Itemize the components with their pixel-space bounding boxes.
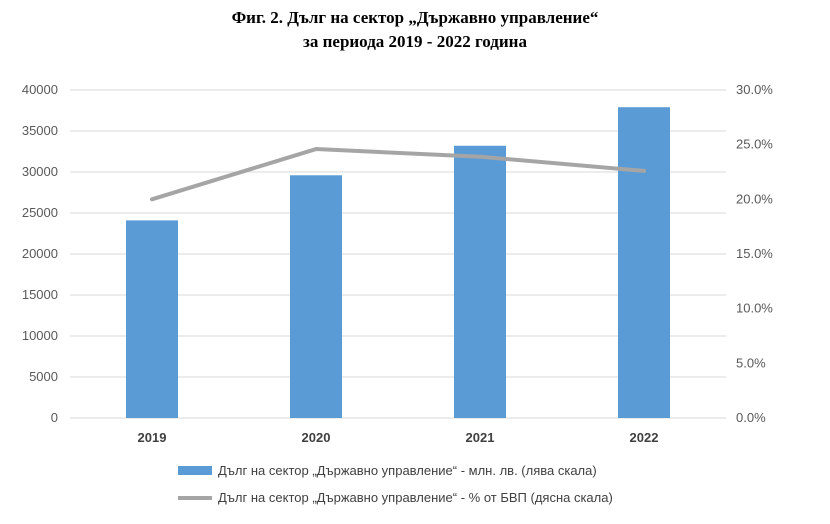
left-tick-label: 10000 xyxy=(22,328,58,343)
legend-swatch-line xyxy=(178,495,212,500)
legend-label-line: Дълг на сектор „Държавно управление“ - %… xyxy=(218,490,613,505)
right-tick-label: 5.0% xyxy=(736,355,766,370)
left-tick-label: 15000 xyxy=(22,287,58,302)
right-tick-label: 10.0% xyxy=(736,301,773,316)
legend-label-bar: Дълг на сектор „Държавно управление“ - м… xyxy=(218,463,597,478)
chart-title: Фиг. 2. Дълг на сектор „Държавно управле… xyxy=(0,6,830,54)
chart-plot: 0 5000 10000 15000 20000 25000 30000 35000 40000… xyxy=(22,82,773,445)
left-tick-label: 25000 xyxy=(22,205,58,220)
right-tick-label: 0.0% xyxy=(736,410,766,425)
left-tick-label: 20000 xyxy=(22,246,58,261)
right-tick-label: 25.0% xyxy=(736,137,773,152)
legend-item-bar: Дълг на сектор „Държавно управление“ - м… xyxy=(178,463,597,478)
left-tick-label: 30000 xyxy=(22,164,58,179)
legend-swatch-bar xyxy=(178,466,212,475)
bar xyxy=(290,175,342,418)
x-tick-label: 2019 xyxy=(138,430,167,445)
line-series xyxy=(150,147,646,202)
right-tick-label: 20.0% xyxy=(736,191,773,206)
left-tick-label: 40000 xyxy=(22,82,58,97)
left-tick-label: 0 xyxy=(51,410,58,425)
x-tick-label: 2022 xyxy=(630,430,659,445)
x-tick-label: 2020 xyxy=(302,430,331,445)
x-tick-label: 2021 xyxy=(466,430,495,445)
chart-title-line-2: за периода 2019 - 2022 година xyxy=(303,32,527,51)
chart-title-line-1: Фиг. 2. Дълг на сектор „Държавно управле… xyxy=(231,8,599,27)
bar xyxy=(454,145,506,418)
left-tick-label: 5000 xyxy=(29,369,58,384)
left-tick-label: 35000 xyxy=(22,123,58,138)
bar xyxy=(618,107,670,418)
legend-item-line: Дълг на сектор „Държавно управление“ - %… xyxy=(178,490,613,505)
right-tick-label: 30.0% xyxy=(736,82,773,97)
bar xyxy=(126,220,178,418)
right-tick-label: 15.0% xyxy=(736,246,773,261)
